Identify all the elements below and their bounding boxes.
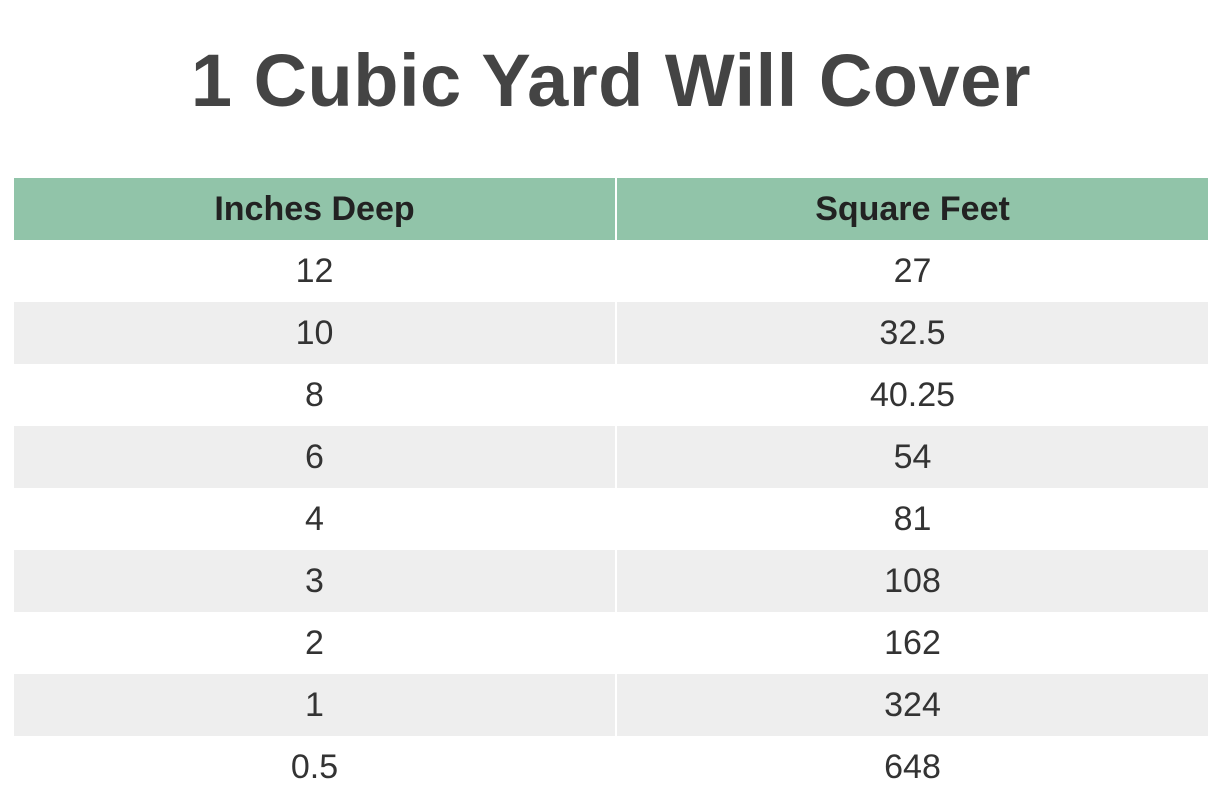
table-row: 1 324	[14, 674, 1208, 736]
inches-deep-cell: 10	[14, 302, 616, 364]
inches-deep-cell: 4	[14, 488, 616, 550]
table-body: 12 27 10 32.5 8 40.25 6 54 4 81 3 108	[14, 240, 1208, 798]
table-row: 2 162	[14, 612, 1208, 674]
header-inches-deep: Inches Deep	[14, 178, 616, 240]
table-row: 12 27	[14, 240, 1208, 302]
inches-deep-cell: 12	[14, 240, 616, 302]
square-feet-cell: 81	[615, 488, 1208, 550]
inches-deep-cell: 3	[14, 550, 616, 612]
table-header: Inches Deep Square Feet	[14, 178, 1208, 240]
square-feet-cell: 108	[615, 550, 1208, 612]
table-row: 3 108	[14, 550, 1208, 612]
table-row: 0.5 648	[14, 736, 1208, 798]
square-feet-cell: 40.25	[615, 364, 1208, 426]
header-row: Inches Deep Square Feet	[14, 178, 1208, 240]
square-feet-cell: 27	[615, 240, 1208, 302]
square-feet-cell: 162	[615, 612, 1208, 674]
table-row: 4 81	[14, 488, 1208, 550]
page-title: 1 Cubic Yard Will Cover	[190, 39, 1032, 122]
coverage-table: Inches Deep Square Feet 12 27 10 32.5 8 …	[14, 178, 1208, 798]
inches-deep-cell: 0.5	[14, 736, 616, 798]
table-row: 6 54	[14, 426, 1208, 488]
square-feet-cell: 324	[615, 674, 1208, 736]
inches-deep-cell: 1	[14, 674, 616, 736]
inches-deep-cell: 6	[14, 426, 616, 488]
inches-deep-cell: 8	[14, 364, 616, 426]
table-row: 10 32.5	[14, 302, 1208, 364]
square-feet-cell: 32.5	[615, 302, 1208, 364]
header-square-feet: Square Feet	[615, 178, 1208, 240]
square-feet-cell: 648	[615, 736, 1208, 798]
inches-deep-cell: 2	[14, 612, 616, 674]
square-feet-cell: 54	[615, 426, 1208, 488]
table-row: 8 40.25	[14, 364, 1208, 426]
